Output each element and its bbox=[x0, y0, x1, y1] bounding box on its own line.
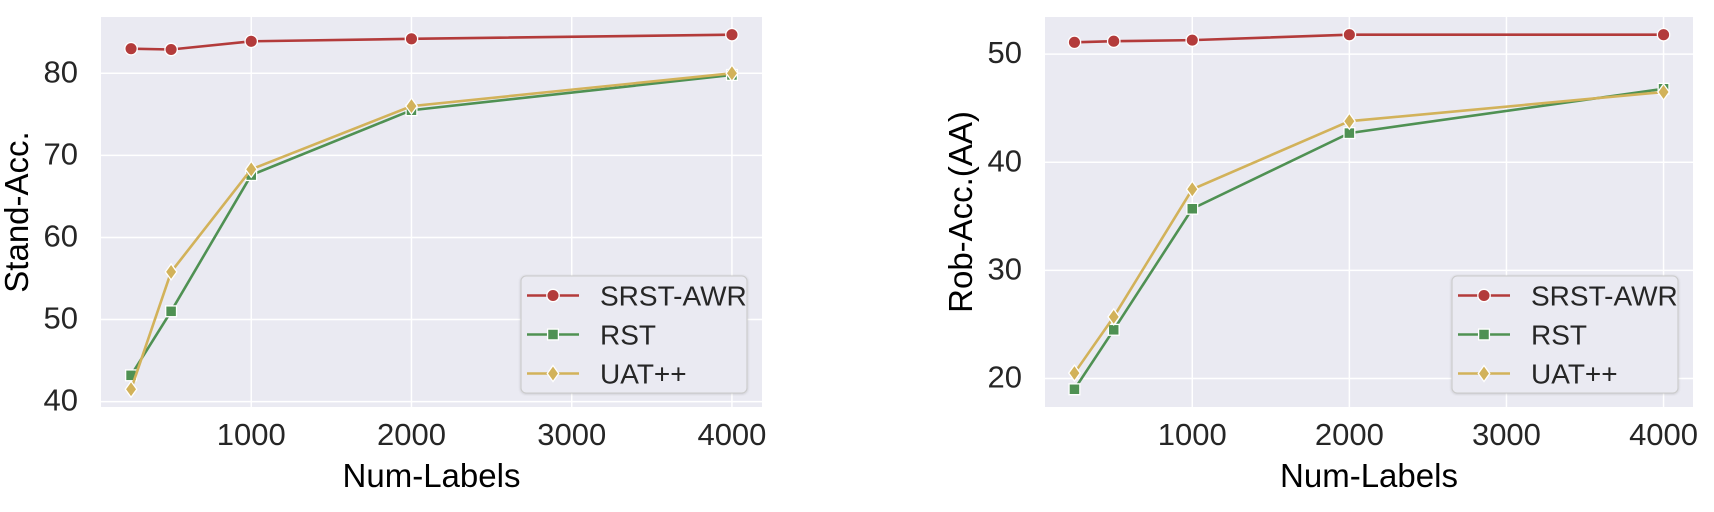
svg-text:50: 50 bbox=[988, 35, 1022, 70]
svg-text:UAT++: UAT++ bbox=[600, 359, 687, 390]
svg-text:60: 60 bbox=[44, 218, 78, 253]
svg-text:RST: RST bbox=[600, 320, 656, 351]
svg-text:UAT++: UAT++ bbox=[1531, 359, 1618, 390]
svg-text:30: 30 bbox=[988, 251, 1022, 286]
svg-text:50: 50 bbox=[44, 301, 78, 336]
svg-text:SRST-AWR: SRST-AWR bbox=[1531, 281, 1678, 312]
svg-text:1000: 1000 bbox=[217, 417, 286, 452]
svg-text:80: 80 bbox=[44, 54, 78, 89]
svg-text:3000: 3000 bbox=[537, 417, 606, 452]
svg-text:2000: 2000 bbox=[1315, 417, 1384, 452]
svg-text:SRST-AWR: SRST-AWR bbox=[600, 281, 747, 312]
svg-text:RST: RST bbox=[1531, 320, 1587, 351]
svg-text:1000: 1000 bbox=[1158, 417, 1227, 452]
svg-text:Num-Labels: Num-Labels bbox=[1280, 457, 1458, 494]
svg-text:40: 40 bbox=[44, 383, 78, 418]
svg-text:4000: 4000 bbox=[1629, 417, 1698, 452]
svg-text:20: 20 bbox=[988, 359, 1022, 394]
svg-text:70: 70 bbox=[44, 136, 78, 171]
svg-text:2000: 2000 bbox=[377, 417, 446, 452]
svg-text:3000: 3000 bbox=[1472, 417, 1541, 452]
svg-text:40: 40 bbox=[988, 143, 1022, 178]
svg-text:4000: 4000 bbox=[697, 417, 766, 452]
svg-text:Num-Labels: Num-Labels bbox=[343, 457, 521, 494]
svg-text:Stand-Acc.: Stand-Acc. bbox=[0, 131, 35, 292]
svg-text:Rob-Acc.(AA): Rob-Acc.(AA) bbox=[942, 111, 979, 313]
